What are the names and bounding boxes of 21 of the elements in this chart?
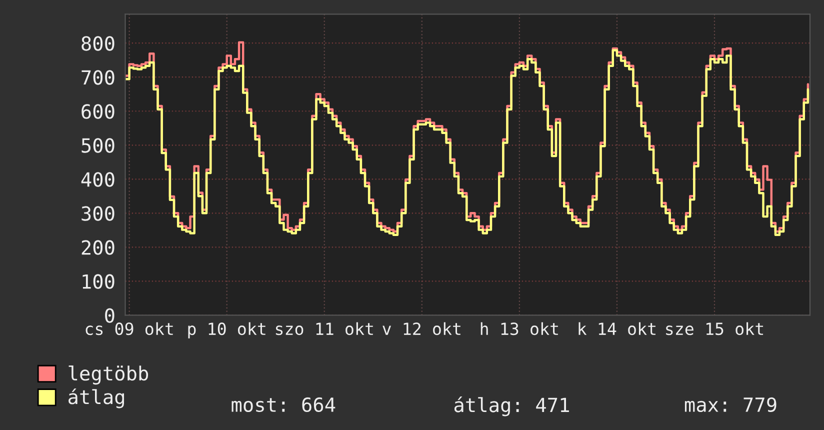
text: átlag: 471 [454,396,569,416]
y-tick-label: 700 [82,70,114,85]
y-tick-label: 400 [81,172,114,187]
y-tick-label: 300 [82,206,114,221]
x-tick-label: v 12 okt [382,322,460,336]
legend-label: átlag [68,388,124,408]
y-tick-label: 800 [82,36,114,51]
y-tick-label: 600 [82,104,114,119]
y-tick-label: 200 [82,240,114,255]
x-tick-label: k 14 okt [578,322,656,336]
text: max: 779 [684,397,776,412]
x-tick-label: p 10 okt [188,322,266,338]
x-tick-label: szo 11 okt [276,322,373,336]
x-tick-label: cs 09 okt [86,322,173,336]
legend-label: legtöbb [68,366,148,385]
text: most: 664 [232,397,336,412]
x-tick-label: h 13 okt [480,322,558,336]
y-tick-label: 500 [82,138,114,153]
x-tick-label: sze 15 okt [666,322,764,336]
y-tick-label: 100 [82,274,114,289]
y-tick-label: 0 [105,308,114,323]
